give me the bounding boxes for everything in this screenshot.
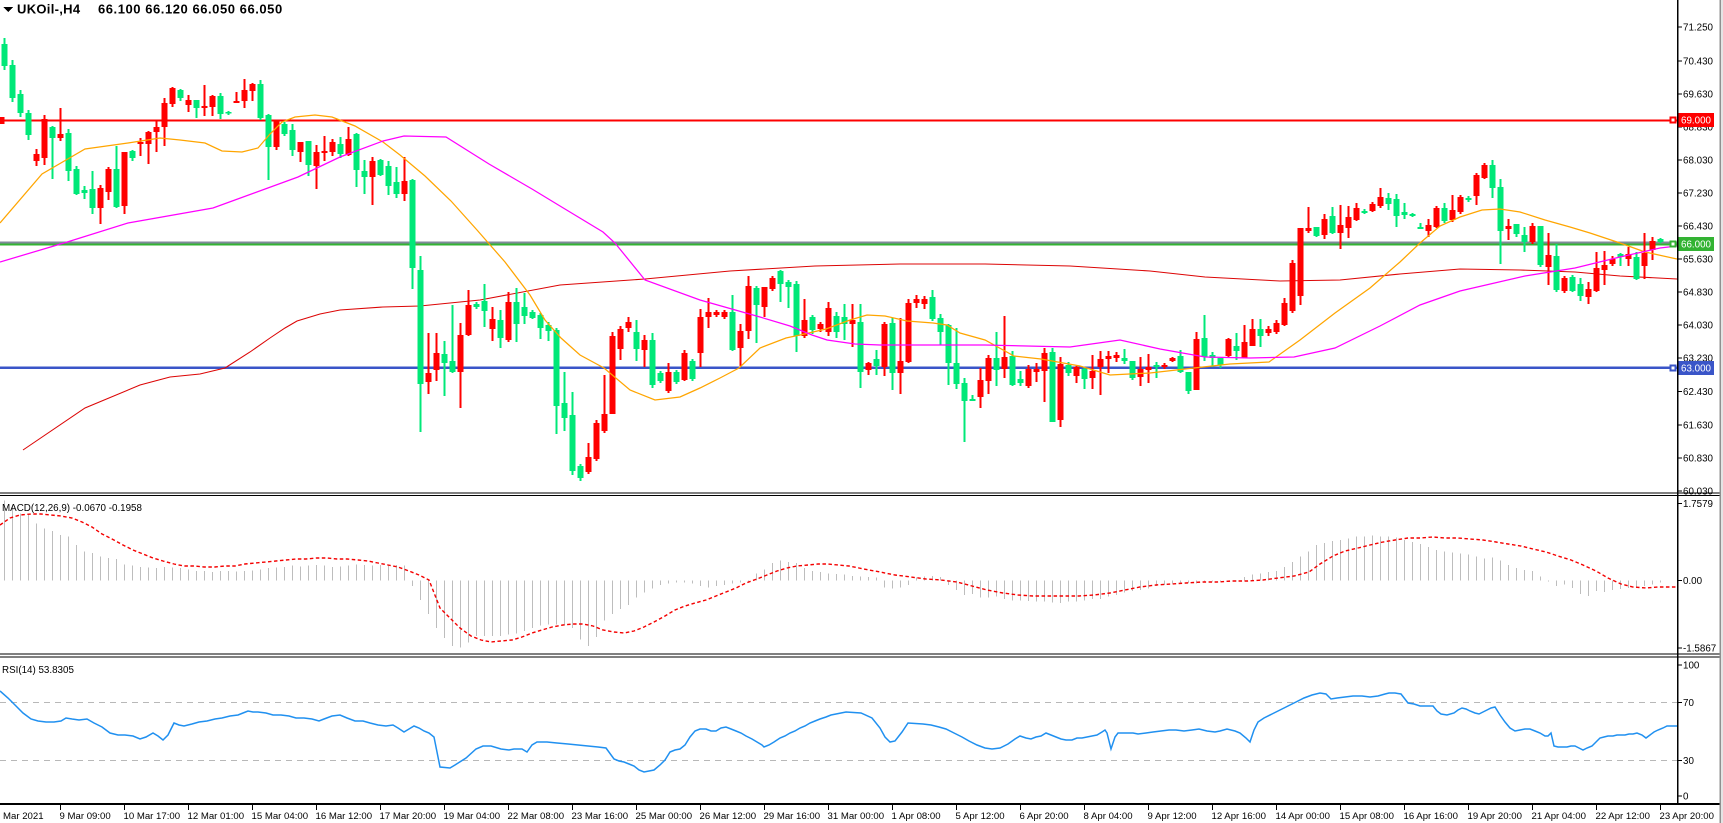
svg-text:66.100 66.120 66.050 66.050: 66.100 66.120 66.050 66.050 [98, 2, 283, 17]
svg-text:30: 30 [1683, 756, 1694, 767]
svg-text:63.230: 63.230 [1683, 354, 1714, 365]
svg-text:12 Mar 01:00: 12 Mar 01:00 [188, 811, 245, 822]
svg-text:60.830: 60.830 [1683, 454, 1714, 465]
svg-text:71.250: 71.250 [1683, 23, 1714, 34]
svg-text:9 Apr 12:00: 9 Apr 12:00 [1148, 811, 1197, 822]
svg-text:70: 70 [1683, 698, 1694, 709]
svg-text:64.830: 64.830 [1683, 288, 1714, 299]
svg-text:23 Mar 16:00: 23 Mar 16:00 [572, 811, 629, 822]
svg-text:6 Apr 20:00: 6 Apr 20:00 [1020, 811, 1069, 822]
svg-text:69.000: 69.000 [1681, 116, 1712, 127]
svg-text:Mar 2021: Mar 2021 [3, 811, 44, 822]
svg-text:17 Mar 20:00: 17 Mar 20:00 [380, 811, 437, 822]
svg-text:12 Apr 16:00: 12 Apr 16:00 [1212, 811, 1266, 822]
svg-text:9 Mar 09:00: 9 Mar 09:00 [60, 811, 111, 822]
svg-text:22 Mar 08:00: 22 Mar 08:00 [508, 811, 565, 822]
svg-text:16 Apr 16:00: 16 Apr 16:00 [1404, 811, 1458, 822]
svg-text:0.00: 0.00 [1683, 576, 1703, 587]
svg-text:65.630: 65.630 [1683, 255, 1714, 266]
svg-text:MACD(12,26,9) -0.0670 -0.1958: MACD(12,26,9) -0.0670 -0.1958 [2, 503, 143, 514]
svg-text:66.430: 66.430 [1683, 222, 1714, 233]
svg-text:63.000: 63.000 [1681, 364, 1712, 375]
svg-text:21 Apr 04:00: 21 Apr 04:00 [1532, 811, 1586, 822]
svg-text:8 Apr 04:00: 8 Apr 04:00 [1084, 811, 1133, 822]
svg-text:70.430: 70.430 [1683, 57, 1714, 68]
svg-text:62.430: 62.430 [1683, 387, 1714, 398]
svg-text:14 Apr 00:00: 14 Apr 00:00 [1276, 811, 1330, 822]
svg-text:67.230: 67.230 [1683, 189, 1714, 200]
svg-text:23 Apr 20:00: 23 Apr 20:00 [1660, 811, 1714, 822]
svg-text:0: 0 [1683, 792, 1689, 803]
svg-text:10 Mar 17:00: 10 Mar 17:00 [124, 811, 181, 822]
svg-text:29 Mar 16:00: 29 Mar 16:00 [764, 811, 821, 822]
svg-text:5 Apr 12:00: 5 Apr 12:00 [956, 811, 1005, 822]
svg-text:RSI(14) 53.8305: RSI(14) 53.8305 [2, 665, 74, 676]
svg-text:100: 100 [1683, 661, 1700, 672]
svg-text:16 Mar 12:00: 16 Mar 12:00 [316, 811, 373, 822]
svg-text:64.030: 64.030 [1683, 321, 1714, 332]
svg-text:22 Apr 12:00: 22 Apr 12:00 [1596, 811, 1650, 822]
svg-text:69.630: 69.630 [1683, 90, 1714, 101]
svg-text:60.030: 60.030 [1683, 487, 1714, 498]
svg-text:UKOil-,H4: UKOil-,H4 [17, 2, 81, 17]
svg-text:1 Apr 08:00: 1 Apr 08:00 [892, 811, 941, 822]
svg-text:15 Mar 04:00: 15 Mar 04:00 [252, 811, 309, 822]
svg-text:68.030: 68.030 [1683, 156, 1714, 167]
svg-text:15 Apr 08:00: 15 Apr 08:00 [1340, 811, 1394, 822]
svg-text:26 Mar 12:00: 26 Mar 12:00 [700, 811, 757, 822]
svg-text:-1.5867: -1.5867 [1683, 644, 1716, 655]
svg-text:19 Apr 20:00: 19 Apr 20:00 [1468, 811, 1522, 822]
svg-text:66.000: 66.000 [1681, 240, 1712, 251]
svg-text:1.7579: 1.7579 [1683, 499, 1713, 510]
svg-text:25 Mar 00:00: 25 Mar 00:00 [636, 811, 693, 822]
svg-text:61.630: 61.630 [1683, 421, 1714, 432]
svg-text:31 Mar 00:00: 31 Mar 00:00 [828, 811, 885, 822]
svg-text:68.830: 68.830 [1683, 123, 1714, 134]
svg-text:19 Mar 04:00: 19 Mar 04:00 [444, 811, 501, 822]
